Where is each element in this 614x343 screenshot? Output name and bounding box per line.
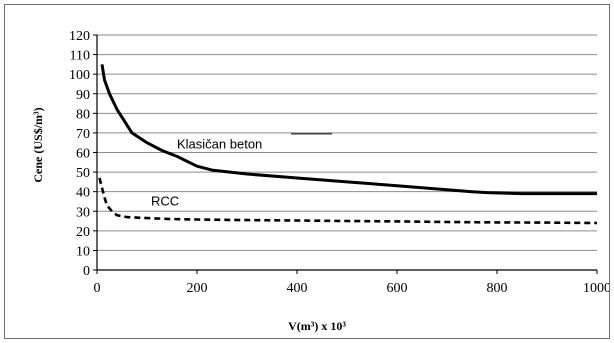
y-tick-label: 60 [76, 147, 90, 162]
x-tick-label: 800 [487, 281, 508, 296]
y-tick-label: 30 [76, 205, 90, 220]
y-tick-label: 100 [69, 68, 90, 83]
y-tick-label: 80 [76, 107, 90, 122]
y-tick-label: 10 [76, 244, 90, 259]
y-axis-title: Cene (US$/m³) [31, 107, 45, 182]
series-line-rcc [98, 177, 598, 225]
y-tick-label: 40 [76, 186, 90, 201]
y-tick-label: 0 [83, 264, 90, 279]
series-labels: Klasičan beton RCC [151, 133, 332, 208]
y-tick-label: 20 [76, 225, 90, 240]
y-tick-labels: 0 10 20 30 40 50 60 70 80 90 100 110 120 [69, 29, 90, 279]
x-axis-title: V(m³) x 10³ [288, 319, 346, 333]
x-tick-label: 1000 [583, 281, 609, 296]
series-lines [98, 64, 598, 225]
chart-frame: 0 10 20 30 40 50 60 70 80 90 100 110 120 0 200 400 600 8… [4, 4, 610, 339]
x-tick-label: 600 [387, 281, 408, 296]
y-tick-label: 120 [69, 29, 90, 44]
series-label-rcc: RCC [151, 193, 179, 208]
y-tick-label: 110 [70, 49, 90, 64]
series-label-klasican-beton: Klasičan beton [177, 137, 262, 152]
y-tick-label: 70 [76, 127, 90, 142]
x-tick-label: 0 [94, 281, 101, 296]
x-tick-label: 200 [187, 281, 208, 296]
y-tick-label: 90 [76, 88, 90, 103]
x-tick-label: 400 [287, 281, 308, 296]
axes [93, 34, 598, 274]
line-chart: 0 10 20 30 40 50 60 70 80 90 100 110 120 0 200 400 600 8… [31, 29, 610, 333]
series-line-klasican-beton [100, 64, 597, 196]
y-tick-label: 50 [76, 166, 90, 181]
x-tick-labels: 0 200 400 600 800 1000 [94, 281, 610, 296]
gridlines [97, 34, 597, 251]
